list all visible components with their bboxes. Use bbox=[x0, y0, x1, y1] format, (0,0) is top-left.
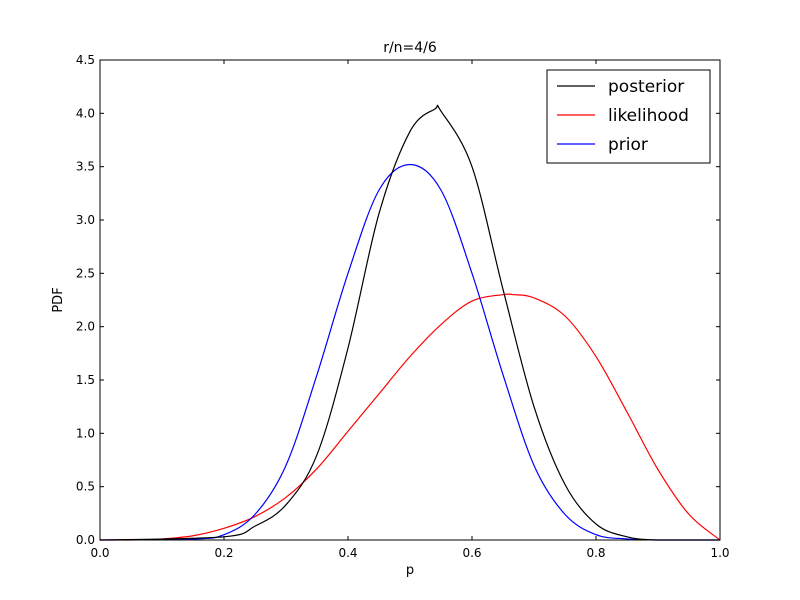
legend-label-likelihood: likelihood bbox=[608, 106, 689, 126]
y-tick-label: 1.0 bbox=[76, 426, 95, 440]
y-tick-label: 3.0 bbox=[76, 213, 95, 227]
x-axis-label: p bbox=[406, 563, 414, 578]
x-axis: 0.0 0.2 0.4 0.6 0.8 1.0 bbox=[90, 60, 730, 560]
series-lines bbox=[99, 104, 721, 541]
x-tick-label: 0.2 bbox=[214, 546, 233, 560]
y-tick-label: 4.5 bbox=[76, 53, 95, 67]
x-tick-label: 0.8 bbox=[586, 546, 605, 560]
series-line-posterior bbox=[99, 104, 720, 541]
legend-label-posterior: posterior bbox=[608, 77, 684, 97]
x-tick-label: 0.4 bbox=[338, 546, 357, 560]
y-tick-label: 3.5 bbox=[76, 160, 95, 174]
y-axis-label: PDF bbox=[51, 287, 66, 312]
legend: posterior likelihood prior bbox=[546, 69, 711, 164]
y-tick-label: 2.0 bbox=[76, 320, 95, 334]
y-tick-label: 1.5 bbox=[76, 373, 95, 387]
y-axis: 0.0 0.5 1.0 1.5 2.0 2.5 3.0 3.5 4.0 4.5 bbox=[76, 53, 720, 547]
axes-frame bbox=[99, 59, 721, 541]
y-tick-label: 0.0 bbox=[76, 533, 95, 547]
y-tick-label: 2.5 bbox=[76, 266, 95, 280]
y-tick-label: 0.5 bbox=[76, 480, 95, 494]
legend-label-prior: prior bbox=[608, 135, 648, 155]
series-line-prior bbox=[99, 163, 720, 541]
x-tick-label: 1.0 bbox=[710, 546, 729, 560]
x-tick-label: 0.0 bbox=[90, 546, 109, 560]
series-line-likelihood bbox=[100, 293, 721, 541]
y-tick-label: 4.0 bbox=[76, 106, 95, 120]
x-tick-label: 0.6 bbox=[462, 546, 481, 560]
chart-title: r/n=4/6 bbox=[383, 40, 437, 56]
